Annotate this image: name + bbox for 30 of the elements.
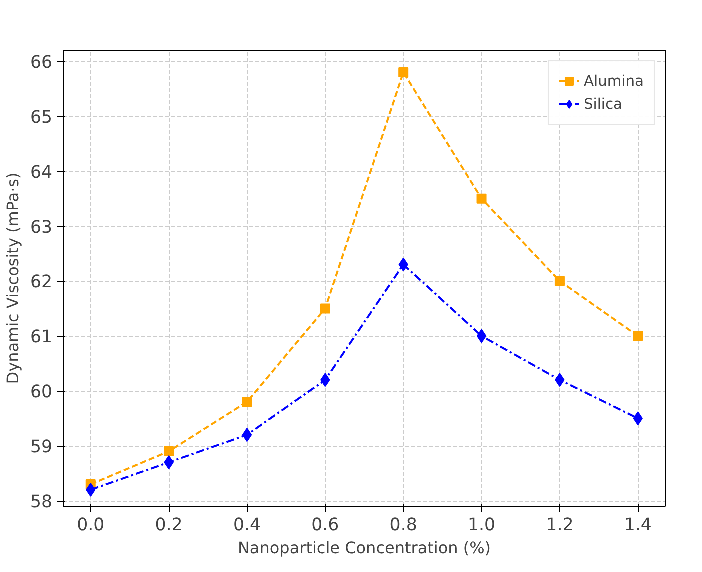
y-tick-label: 63 bbox=[30, 218, 53, 238]
x-tick-label: 1.0 bbox=[468, 516, 496, 536]
y-tick-label: 64 bbox=[30, 162, 53, 183]
point bbox=[242, 428, 252, 442]
legend-label: Silica bbox=[584, 96, 623, 112]
point bbox=[398, 67, 409, 78]
y-tick-label: 66 bbox=[30, 52, 53, 73]
x-tick-label: 0.4 bbox=[233, 516, 262, 536]
x-tick-label: 1.4 bbox=[624, 516, 652, 536]
legend-label: Alumina bbox=[584, 72, 644, 90]
y-tick-label: 65 bbox=[30, 108, 53, 128]
y-tick-label: 60 bbox=[30, 382, 53, 403]
point bbox=[164, 446, 174, 457]
y-tick-label: 62 bbox=[30, 272, 53, 293]
x-tick-label: 0.8 bbox=[390, 516, 418, 536]
x-tick-label: 1.2 bbox=[546, 516, 574, 536]
y-tick-label: 58 bbox=[30, 492, 53, 513]
point bbox=[476, 194, 487, 204]
point bbox=[242, 397, 252, 408]
point bbox=[320, 304, 330, 314]
y-tick-label: 61 bbox=[30, 328, 53, 348]
x-tick-label: 0.6 bbox=[312, 516, 340, 536]
y-axis-title: Dynamic Viscosity (mPa·s) bbox=[3, 172, 22, 384]
point bbox=[633, 331, 644, 342]
point bbox=[476, 329, 487, 344]
point bbox=[554, 276, 565, 286]
x-tick-label: 0.0 bbox=[77, 516, 105, 536]
x-axis-title: Nanoparticle Concentration (%) bbox=[238, 538, 492, 558]
y-tick-label: 59 bbox=[30, 438, 53, 458]
x-tick-label: 0.2 bbox=[155, 516, 183, 536]
